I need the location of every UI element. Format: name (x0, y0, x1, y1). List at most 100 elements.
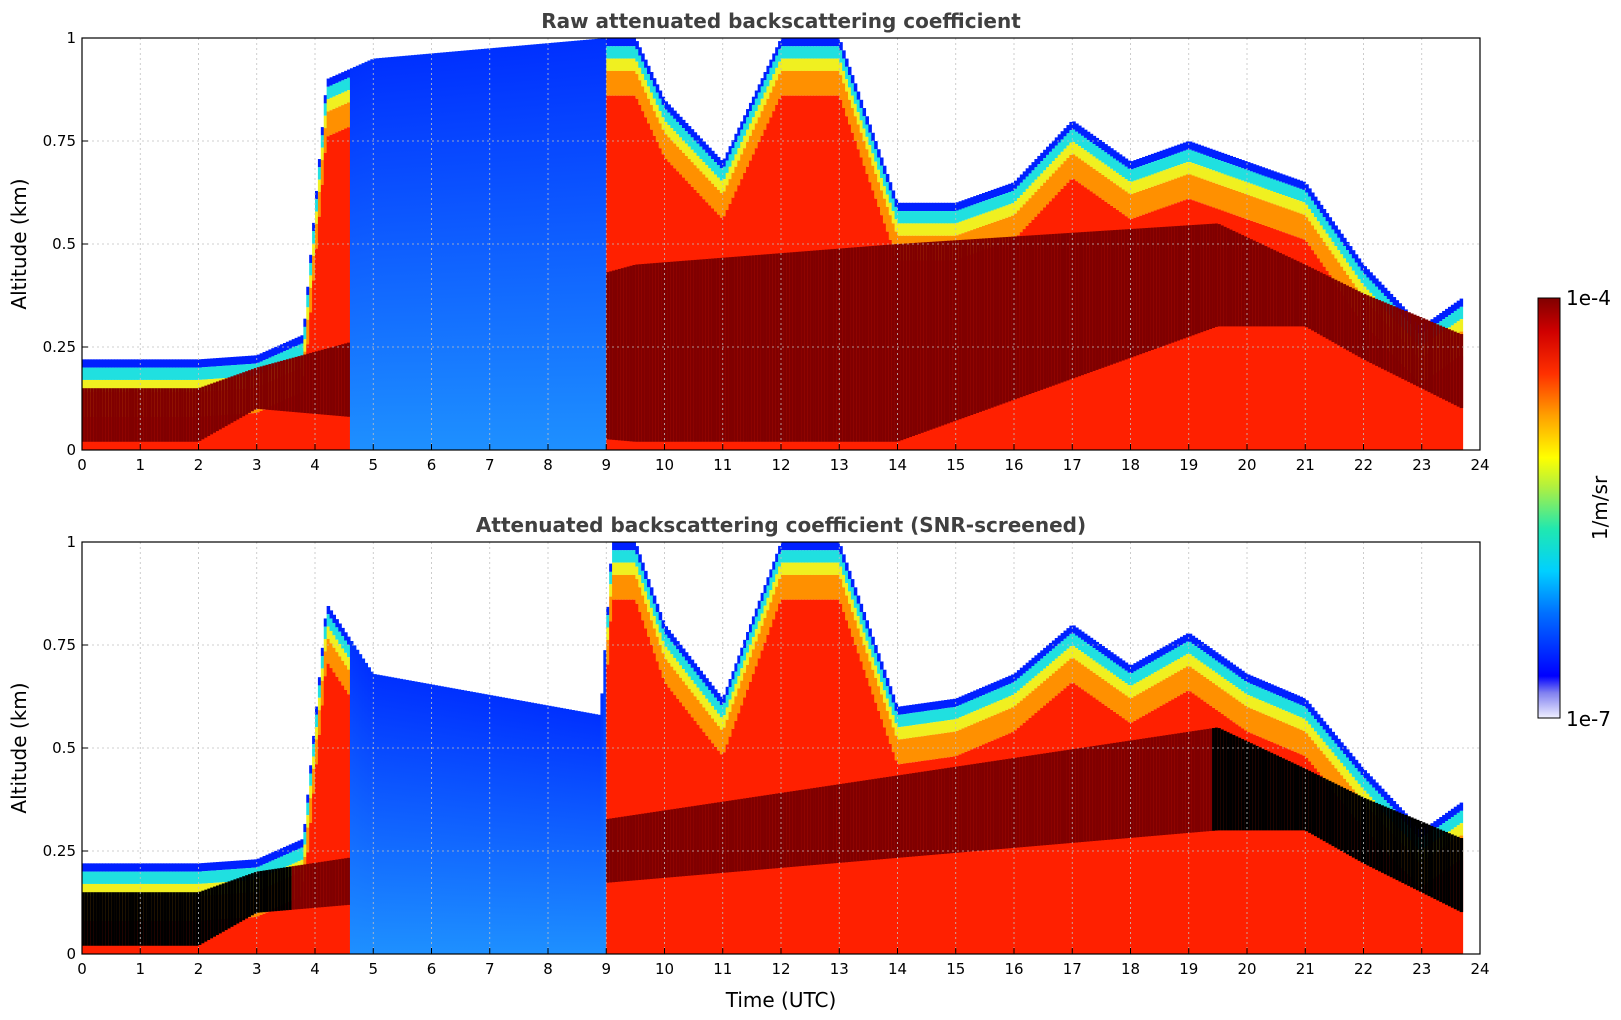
heatmap-cell (984, 224, 989, 250)
heatmap-saturated-cell (655, 811, 660, 879)
heatmap-cell (1182, 175, 1187, 201)
heatmap-saturated-cell (1456, 332, 1461, 407)
heatmap-cell (1415, 379, 1420, 450)
heatmap-cell (734, 696, 738, 722)
heatmap-cell (1343, 754, 1347, 767)
heatmap-cell (1244, 730, 1248, 954)
heatmap-cell (740, 142, 744, 155)
heatmap-cell (338, 681, 342, 954)
heatmap-cell (1235, 699, 1239, 725)
heatmap-saturated-cell (277, 868, 281, 911)
heatmap-saturated-cell (667, 809, 671, 878)
heatmap-cell (1054, 646, 1059, 659)
heatmap-cell (1080, 135, 1085, 149)
heatmap-cell (1069, 633, 1073, 647)
heatmap-saturated-cell (722, 801, 727, 873)
heatmap-cell (1346, 807, 1350, 954)
heatmap-cell (1174, 660, 1178, 674)
heatmap-cell (798, 58, 802, 71)
heatmap-cell (757, 117, 762, 143)
heatmap-saturated-cell (125, 892, 130, 946)
heatmap-cell (748, 644, 753, 658)
heatmap-cell (1051, 661, 1056, 674)
heatmap-saturated-cell (82, 892, 86, 946)
heatmap-cell (827, 574, 832, 600)
heatmap-cell (862, 116, 867, 129)
heatmap-cell (958, 754, 963, 954)
heatmap-cell (1249, 163, 1254, 172)
heatmap-cell (833, 574, 837, 600)
heatmap-column (483, 694, 488, 954)
heatmap-column (545, 43, 549, 450)
heatmap-cell (1343, 237, 1347, 247)
heatmap-cell (644, 570, 648, 580)
heatmap-cell (1249, 171, 1254, 184)
heatmap-cell (160, 379, 165, 393)
heatmap-cell (1080, 160, 1085, 186)
heatmap-saturated-cell (772, 794, 776, 869)
heatmap-cell (317, 191, 322, 217)
heatmap-saturated-cell (1083, 747, 1088, 842)
panel-screened-title: Attenuated backscattering coefficient (S… (476, 513, 1086, 537)
heatmap-cell (1185, 162, 1190, 175)
heatmap-cell (1328, 761, 1333, 787)
heatmap-cell (1244, 705, 1248, 731)
heatmap-cell (999, 700, 1003, 713)
heatmap-cell (1439, 874, 1443, 954)
heatmap-saturated-cell (1348, 286, 1353, 352)
heatmap-cell (1089, 166, 1094, 192)
heatmap-cell (1098, 652, 1102, 665)
heatmap-cell (961, 208, 966, 221)
heatmap-cell (626, 562, 631, 575)
heatmap-cell (303, 823, 307, 833)
heatmap-saturated-cell (338, 859, 342, 906)
heatmap-cell (874, 141, 878, 150)
heatmap-cell (1162, 667, 1167, 680)
heatmap-cell (882, 690, 887, 703)
heatmap-cell (813, 58, 817, 71)
heatmap-cell (221, 861, 226, 870)
heatmap-cell (1188, 666, 1193, 692)
heatmap-saturated-cell (906, 773, 910, 857)
heatmap-saturated-cell (294, 865, 299, 910)
heatmap-cell (944, 223, 948, 236)
heatmap-cell (1261, 738, 1266, 954)
heatmap-cell (1014, 693, 1018, 706)
heatmap-saturated-cell (1395, 811, 1400, 881)
heatmap-cell (778, 49, 782, 62)
heatmap-cell (1453, 827, 1458, 840)
heatmap-column (533, 44, 537, 450)
heatmap-cell (90, 379, 95, 393)
heatmap-cell (1357, 266, 1362, 280)
heatmap-cell (705, 698, 709, 712)
heatmap-cell (1363, 266, 1368, 275)
heatmap-saturated-cell (218, 884, 223, 934)
heatmap-saturated-cell (1069, 232, 1073, 380)
heatmap-cell (1107, 146, 1111, 155)
heatmap-cell (1089, 658, 1094, 671)
heatmap-cell (1037, 652, 1041, 662)
heatmap-saturated-cell (620, 268, 625, 441)
heatmap-cell (1430, 376, 1434, 450)
heatmap-cell (1037, 188, 1041, 214)
heatmap-cell (649, 104, 654, 130)
heatmap-cell (1162, 149, 1167, 158)
heatmap-cell (687, 676, 692, 689)
heatmap-saturated-cell (108, 388, 112, 442)
heatmap-cell (1247, 182, 1251, 196)
heatmap-saturated-cell (1171, 226, 1175, 343)
heatmap-saturated-cell (1217, 728, 1222, 831)
heatmap-cell (1453, 323, 1458, 336)
heatmap-cell (242, 413, 246, 450)
heatmap-cell (300, 839, 304, 848)
heatmap-cell (658, 123, 663, 149)
heatmap-cell (964, 207, 968, 220)
heatmap-saturated-cell (964, 765, 968, 852)
heatmap-cell (1145, 188, 1149, 214)
heatmap-cell (728, 146, 733, 155)
heatmap-cell (1279, 194, 1283, 207)
x-tick-label: 21 (1296, 456, 1315, 474)
heatmap-saturated-cell (821, 786, 826, 865)
heatmap-cell (1366, 277, 1370, 290)
heatmap-cell (1209, 181, 1213, 207)
